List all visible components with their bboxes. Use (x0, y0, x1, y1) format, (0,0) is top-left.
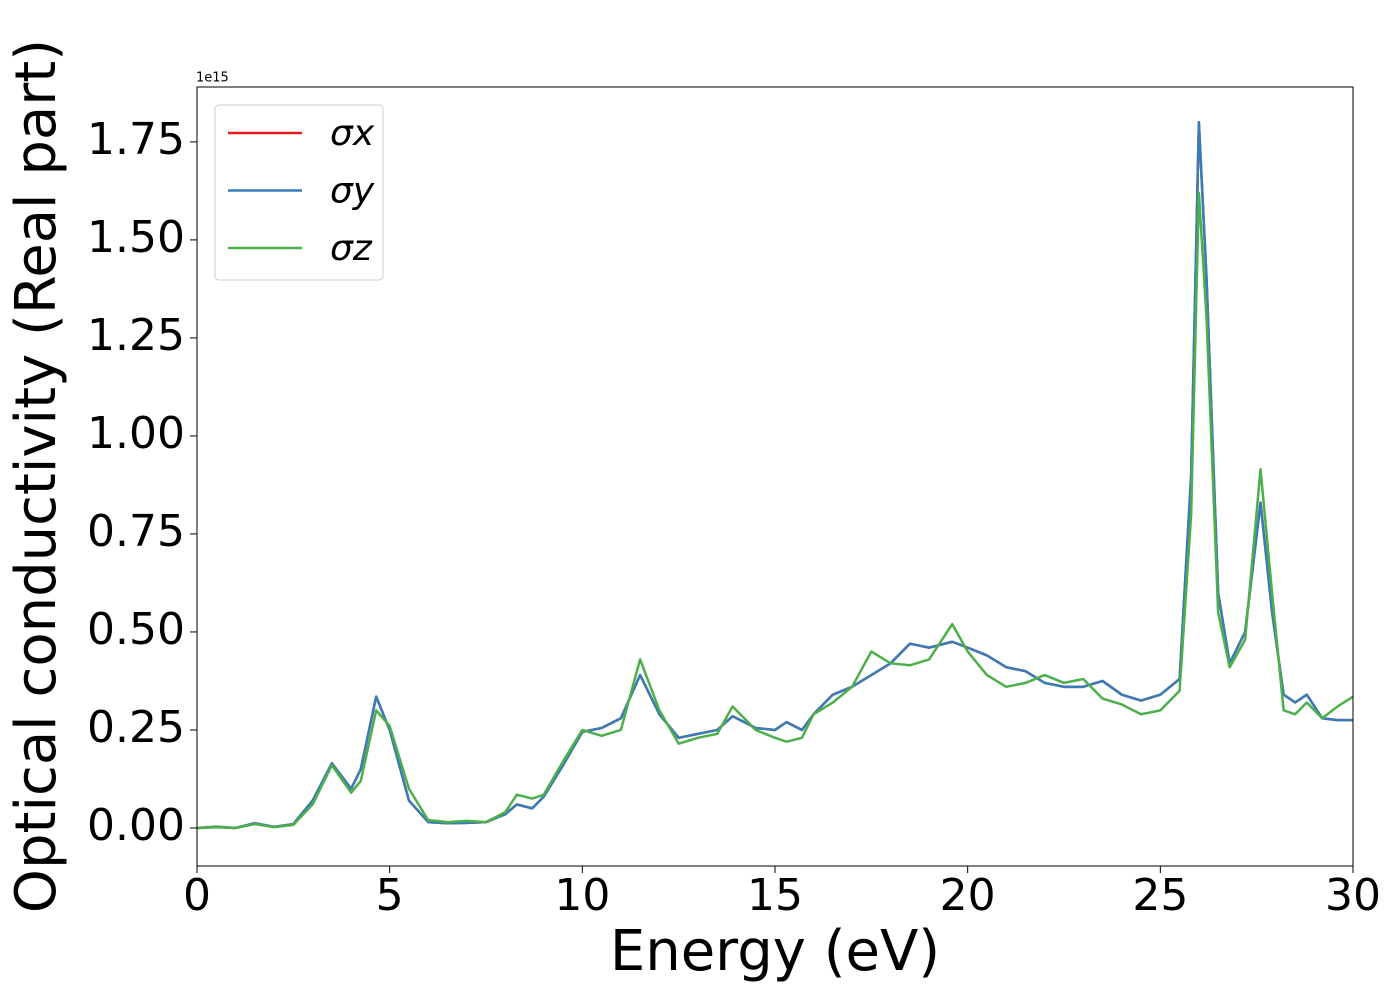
legend-label: σx (330, 113, 375, 154)
x-axis-label: Energy (eV) (610, 919, 940, 984)
legend-box (214, 104, 384, 281)
x-tick-label: 0 (183, 870, 211, 921)
x-tick-label: 15 (747, 870, 803, 921)
y-axis-label: Optical conductivity (Real part) (4, 39, 69, 913)
offset-text: 1e15 (196, 71, 229, 86)
series-line (197, 191, 1353, 830)
series-line (197, 121, 1353, 830)
y-tick-label: 0.75 (87, 506, 185, 557)
plot-frame (196, 86, 1354, 867)
y-tick-label: 0.25 (87, 702, 185, 753)
x-tick-label: 25 (1132, 870, 1188, 921)
y-tick-label: 1.75 (87, 114, 185, 165)
x-tick-label: 20 (940, 870, 996, 921)
y-tick-label: 0.00 (87, 800, 185, 851)
y-tick-label: 1.00 (87, 408, 185, 459)
y-tick-label: 0.50 (87, 604, 185, 655)
x-tick-label: 10 (554, 870, 610, 921)
legend-label: σy (330, 171, 375, 212)
x-tick-label: 30 (1325, 870, 1381, 921)
y-tick-label: 1.50 (87, 212, 185, 263)
legend-label: σz (330, 228, 373, 269)
y-tick-label: 1.25 (87, 310, 185, 361)
x-tick-label: 5 (376, 870, 404, 921)
